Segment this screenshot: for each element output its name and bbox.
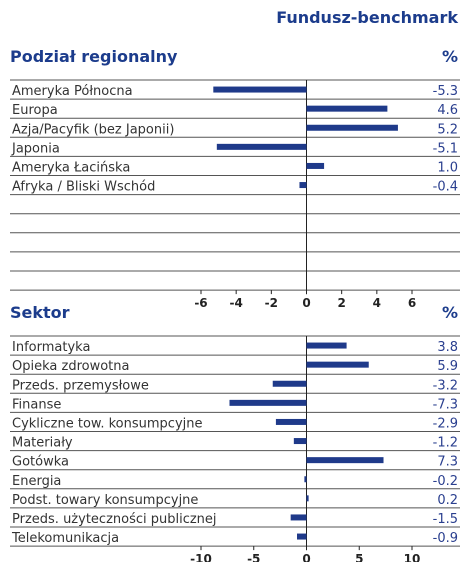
value-label: -2.9 — [433, 417, 458, 432]
value-label: 4.6 — [437, 103, 458, 118]
x-tick-label: 0 — [302, 552, 310, 562]
value-label: -1.2 — [433, 436, 458, 451]
bar — [290, 514, 307, 521]
bar — [297, 533, 307, 540]
value-label: -5.3 — [433, 84, 458, 99]
category-label: Europa — [12, 103, 58, 118]
category-label: Informatyka — [12, 340, 90, 355]
unit-label: % — [442, 47, 458, 66]
value-label: 5.9 — [437, 359, 458, 374]
x-tick-label: -5 — [247, 552, 260, 562]
value-label: -0.2 — [433, 474, 458, 489]
header: Fundusz-benchmark — [276, 8, 458, 27]
value-label: 7.3 — [437, 455, 458, 470]
category-label: Japonia — [11, 141, 60, 156]
category-label: Afryka / Bliski Wschód — [12, 180, 155, 195]
category-label: Telekomunikacja — [11, 531, 119, 546]
value-label: 0.2 — [437, 493, 458, 508]
category-label: Opieka zdrowotna — [12, 359, 129, 374]
category-label: Finanse — [12, 397, 61, 412]
bar — [306, 361, 369, 368]
bar — [293, 438, 307, 445]
x-tick-label: 0 — [302, 296, 310, 310]
chart-title: Sektor — [10, 303, 70, 322]
chart-title: Podział regionalny — [10, 47, 178, 66]
category-label: Azja/Pacyfik (bez Japonii) — [12, 122, 174, 137]
value-label: 3.8 — [437, 340, 458, 355]
x-tick-label: -4 — [229, 296, 242, 310]
bar — [306, 105, 388, 112]
x-tick-label: 2 — [337, 296, 345, 310]
category-label: Energia — [12, 474, 61, 489]
value-label: -3.2 — [433, 378, 458, 393]
x-tick-label: 5 — [355, 552, 363, 562]
category-label: Przeds. użyteczności publicznej — [12, 512, 217, 527]
bar — [216, 143, 307, 150]
bar — [272, 380, 307, 387]
bar — [306, 162, 325, 169]
bar — [306, 124, 398, 131]
category-label: Ameryka Północna — [12, 84, 133, 99]
bar — [275, 418, 307, 425]
x-tick-label: 10 — [404, 552, 421, 562]
bar — [229, 399, 307, 406]
x-tick-label: -10 — [190, 552, 212, 562]
bar — [306, 495, 309, 502]
bar — [304, 476, 307, 483]
value-label: -0.4 — [433, 180, 458, 195]
value-label: 1.0 — [437, 161, 458, 176]
value-label: -1.5 — [433, 512, 458, 527]
category-label: Materiały — [12, 436, 73, 451]
category-label: Podst. towary konsumpcyjne — [12, 493, 198, 508]
value-label: -7.3 — [433, 397, 458, 412]
bar — [213, 86, 307, 93]
category-label: Ameryka Łacińska — [12, 161, 130, 176]
category-label: Cykliczne tow. konsumpcyjne — [12, 417, 203, 432]
value-label: 5.2 — [437, 122, 458, 137]
x-tick-label: -6 — [194, 296, 207, 310]
bar — [306, 342, 347, 349]
x-tick-label: 6 — [408, 296, 416, 310]
value-label: -5.1 — [433, 141, 458, 156]
category-label: Przeds. przemysłowe — [12, 378, 149, 393]
bar — [306, 457, 384, 464]
bar — [299, 182, 307, 189]
value-label: -0.9 — [433, 531, 458, 546]
unit-label: % — [442, 303, 458, 322]
x-tick-label: 4 — [373, 296, 381, 310]
category-label: Gotówka — [12, 455, 69, 470]
x-tick-label: -2 — [265, 296, 278, 310]
